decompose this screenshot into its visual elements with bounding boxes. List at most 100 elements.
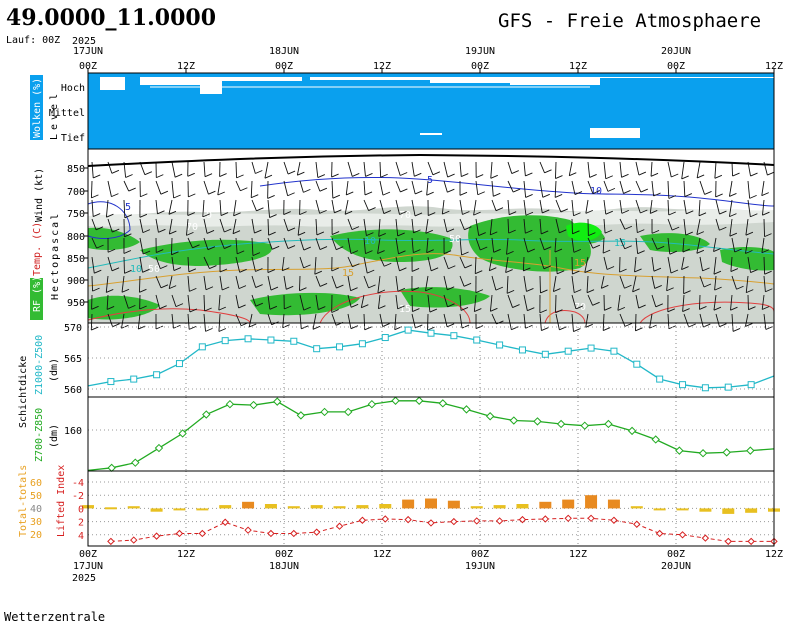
wind-barb (379, 180, 384, 196)
wind-barb-flag (447, 173, 455, 178)
wind-barb-flag (447, 303, 455, 308)
wind-barb-flag (699, 306, 707, 310)
wind-barb (91, 237, 97, 249)
wind-barb (411, 199, 416, 216)
wind-barb-flag (605, 210, 613, 215)
lifted-index-point (358, 516, 367, 524)
wind-barb (667, 161, 672, 178)
wind-barb-flag (526, 288, 534, 292)
thickness-1000-500-point (336, 343, 344, 351)
wind-barb (395, 218, 399, 236)
wind-barb (251, 199, 257, 211)
wind-barb (475, 237, 481, 251)
wind-barb (683, 180, 686, 197)
wind-barb-flag (364, 191, 373, 196)
wind-barb-flag (464, 226, 472, 231)
total-totals-bar (287, 506, 300, 509)
wind-barb (488, 256, 493, 271)
wind-barb-flag (589, 174, 597, 178)
wind-barb (443, 218, 448, 233)
wind-barb (617, 294, 621, 311)
wind-barb-flag (267, 269, 276, 273)
wind-barb-flag (268, 231, 276, 236)
wind-barb (523, 237, 529, 253)
wind-barb-flag (270, 286, 279, 291)
wind-barb-flag (398, 250, 406, 255)
wind-barb-flag (765, 326, 774, 330)
wind-barb-flag (156, 249, 164, 253)
lifted-index-point (335, 522, 344, 530)
wind-barb-flag (414, 172, 422, 177)
wind-barb-flag (602, 249, 611, 254)
wind-barb-flag (287, 245, 296, 249)
wind-barb (632, 275, 637, 292)
total-totals-bar (607, 499, 620, 509)
wind-barb-flag (255, 302, 264, 307)
wind-barb (395, 237, 399, 254)
wind-barb-flag (168, 285, 177, 290)
wind-barb (123, 294, 129, 309)
top-tick-label: 00Z (667, 61, 685, 72)
thickness-700-850-point (343, 407, 353, 417)
contour-label: 15 (574, 258, 586, 269)
total-totals-bar (219, 505, 232, 509)
wind-barb-flag (736, 285, 744, 290)
wind-barb-flag (668, 211, 676, 216)
contour-line (259, 176, 775, 207)
wind-barb-flag (427, 326, 435, 331)
wind-barb (427, 161, 434, 175)
wind-barb (219, 199, 222, 216)
atmosphere-panel: 510155101510507070701015151050705 850700… (30, 148, 775, 332)
wind-barb-flag (106, 213, 114, 218)
stability-frame (87, 470, 775, 547)
wind-barb (761, 294, 765, 310)
wind-barb-flag (206, 230, 215, 234)
wind-barb (761, 237, 765, 253)
wind-barb (395, 275, 399, 292)
wind-barb (171, 294, 177, 307)
wind-barb-flag (704, 190, 712, 195)
wind-barb (682, 294, 685, 312)
wind-barb (539, 199, 543, 214)
wind-barb (619, 199, 623, 214)
total-totals-label: Total-totals (18, 465, 29, 537)
wind-barb (584, 256, 589, 273)
wind-barb (459, 275, 465, 287)
wind-barb (363, 218, 367, 236)
wind-barb-flag (426, 191, 434, 196)
wind-barb (585, 199, 589, 214)
wind-barb-flag (635, 327, 643, 332)
total-totals-bars (82, 495, 780, 514)
wind-barb (347, 161, 353, 177)
wind-barb-flag (400, 188, 408, 193)
wind-barb (264, 161, 269, 179)
wind-barb-flag (175, 303, 184, 308)
wind-barb-flag (560, 208, 568, 213)
wind-barb (714, 275, 717, 291)
thickness-1000-500-point (130, 375, 138, 383)
wind-barb-flag (667, 308, 676, 313)
wind-barb-flag (332, 194, 341, 199)
wind-barb-flag (317, 174, 326, 178)
wind-barb-flag (508, 229, 516, 234)
wind-barb-flag (255, 268, 263, 272)
wind-barb (555, 256, 558, 274)
wind-barb (235, 180, 241, 191)
wind-barb (459, 294, 462, 311)
wind-barb-flag (544, 169, 552, 174)
wind-axis-label: Wind (kt) (34, 168, 45, 222)
wind-barb-flag (734, 248, 742, 253)
wind-barb-flag (671, 173, 679, 178)
wind-barb-flag (506, 289, 515, 294)
total-totals-bar (104, 507, 117, 510)
wind-barb-flag (765, 288, 773, 293)
wind-barb-flag (188, 268, 197, 273)
wind-barb (168, 199, 173, 215)
wind-barb-flag (188, 193, 196, 198)
wind-barb-flag (189, 287, 197, 292)
wind-barb-flag (511, 326, 519, 331)
wind-barb (347, 237, 352, 254)
bottom-date-label: 19JUN (465, 561, 495, 572)
wind-barb-flag (319, 187, 328, 192)
